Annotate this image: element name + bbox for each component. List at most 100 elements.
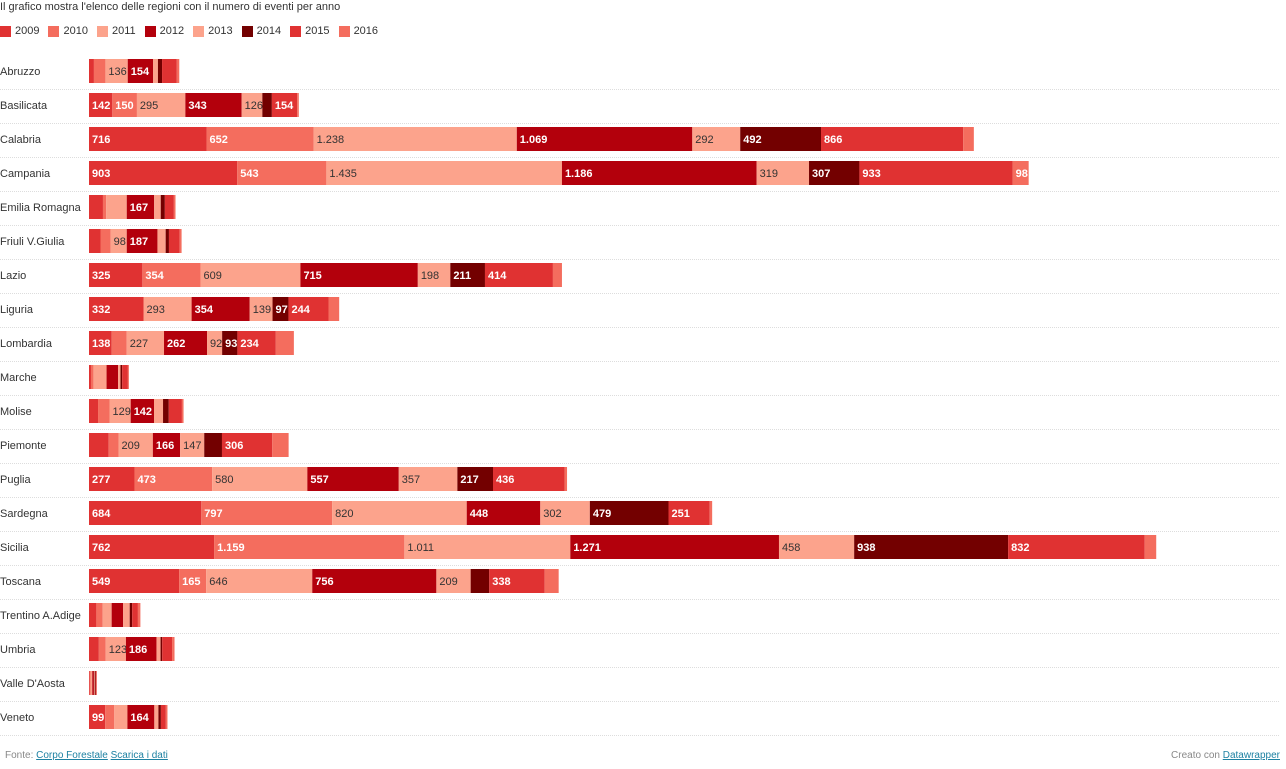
bar-segment-2014 — [204, 433, 222, 457]
legend-label: 2013 — [208, 25, 233, 37]
data-label: 154 — [275, 100, 294, 112]
bar-segment-2016 — [272, 433, 289, 457]
legend-item-2016: 2016 — [338, 24, 378, 38]
bar-segment-2012 — [466, 501, 541, 525]
bar-segment-2011 — [106, 195, 127, 219]
category-label: Veneto — [0, 712, 34, 724]
bar-segment-2011 — [212, 467, 308, 491]
data-label: 319 — [760, 168, 778, 180]
bar-segment-2014 — [470, 569, 490, 593]
bar-segment-2010 — [98, 399, 110, 423]
data-label: 97 — [276, 304, 288, 316]
data-label: 142 — [134, 406, 152, 418]
bar-segment-2012 — [126, 229, 158, 253]
bar-segment-2012 — [185, 93, 242, 117]
bar-segment-2011 — [102, 603, 112, 627]
bar-segment-2013 — [756, 161, 810, 185]
bar-segment-2015 — [288, 297, 329, 321]
bar-segment-2012 — [127, 59, 154, 83]
data-label: 479 — [593, 508, 611, 520]
bar-segment-2011 — [313, 127, 517, 151]
bar-segment-2015 — [168, 229, 180, 253]
bar-segment-2009 — [89, 603, 97, 627]
data-label: 448 — [470, 508, 488, 520]
data-label: 164 — [130, 712, 149, 724]
bar-segment-2010 — [214, 535, 405, 559]
data-label: 820 — [335, 508, 353, 520]
category-label: Valle D'Aosta — [0, 678, 66, 690]
legend-label: 2010 — [63, 25, 88, 37]
bar-segment-2013 — [154, 195, 161, 219]
bar-segment-2016 — [181, 399, 184, 423]
legend-swatch — [48, 25, 60, 37]
data-label: 244 — [291, 304, 310, 316]
data-label: 414 — [488, 270, 507, 282]
data-label: 1.238 — [317, 134, 345, 146]
category-label: Emilia Romagna — [0, 202, 82, 214]
category-label: Umbria — [0, 644, 36, 656]
bar-segment-2013 — [118, 365, 121, 389]
bar-segment-2012 — [106, 365, 119, 389]
data-label: 293 — [147, 304, 165, 316]
bar-segment-2009 — [89, 637, 99, 661]
data-label: 343 — [188, 100, 206, 112]
data-label: 354 — [195, 304, 214, 316]
bar-segment-2009 — [89, 399, 99, 423]
legend-swatch — [0, 25, 11, 37]
bar-segment-2010 — [112, 93, 137, 117]
data-label: 99 — [92, 712, 104, 724]
bar-segment-2016 — [179, 229, 182, 253]
bar-segment-2009 — [89, 127, 207, 151]
bar-segment-2013 — [417, 263, 451, 287]
bar-segment-2015 — [122, 365, 128, 389]
chart-subtitle: Il grafico mostra l'elenco delle regioni… — [0, 1, 341, 13]
category-label: Lombardia — [0, 338, 53, 350]
bar-segment-2013 — [398, 467, 458, 491]
legend-swatch — [193, 25, 205, 37]
bar-segment-2012 — [126, 195, 155, 219]
bar-segment-2010 — [93, 59, 106, 83]
bar-segment-2015 — [221, 433, 273, 457]
data-label: 139 — [253, 304, 271, 316]
bar-segment-2011 — [114, 705, 128, 729]
data-label: 684 — [92, 508, 111, 520]
download-data-link[interactable]: Scarica i dati — [110, 750, 168, 761]
legend-item-2012: 2012 — [144, 24, 184, 38]
legend-swatch — [241, 25, 253, 37]
bar-segment-2009 — [89, 467, 135, 491]
legend-label: 2009 — [15, 25, 40, 37]
bar-segment-2010 — [206, 127, 314, 151]
credit-prefix: Creato con — [1171, 750, 1220, 761]
bar-segment-2012 — [111, 603, 124, 627]
bar-segment-2011 — [200, 263, 301, 287]
bar-segment-2016 — [173, 195, 176, 219]
bar-segment-2013 — [692, 127, 741, 151]
data-label: 866 — [824, 134, 842, 146]
bar-segment-2016 — [1012, 161, 1029, 185]
datawrapper-link[interactable]: Datawrapper — [1222, 750, 1280, 761]
bar-segment-2014 — [120, 365, 123, 389]
bar-segment-2013 — [93, 671, 95, 695]
legend-swatch — [338, 25, 350, 37]
bar-segment-2010 — [142, 263, 201, 287]
bar-segment-2014 — [740, 127, 822, 151]
bar-segment-2013 — [123, 603, 130, 627]
data-label: 292 — [695, 134, 713, 146]
legend-label: 2015 — [305, 25, 330, 37]
category-label: Piemonte — [0, 440, 46, 452]
data-label: 93 — [225, 338, 237, 350]
category-label: Campania — [0, 168, 51, 180]
data-label: 166 — [156, 440, 174, 452]
bar-segment-2015 — [484, 263, 553, 287]
bar-segment-2014 — [854, 535, 1009, 559]
legend-label: 2014 — [256, 25, 282, 37]
legend-swatch — [96, 25, 108, 37]
data-label: 209 — [122, 440, 140, 452]
data-label: 165 — [182, 576, 200, 588]
bar-segment-2014 — [809, 161, 860, 185]
bar-segment-2012 — [516, 127, 693, 151]
source-link[interactable]: Corpo Forestale — [36, 750, 108, 761]
category-label: Trentino A.Adige — [0, 610, 81, 622]
bar-segment-2011 — [105, 59, 128, 83]
bar-segment-2012 — [570, 535, 779, 559]
